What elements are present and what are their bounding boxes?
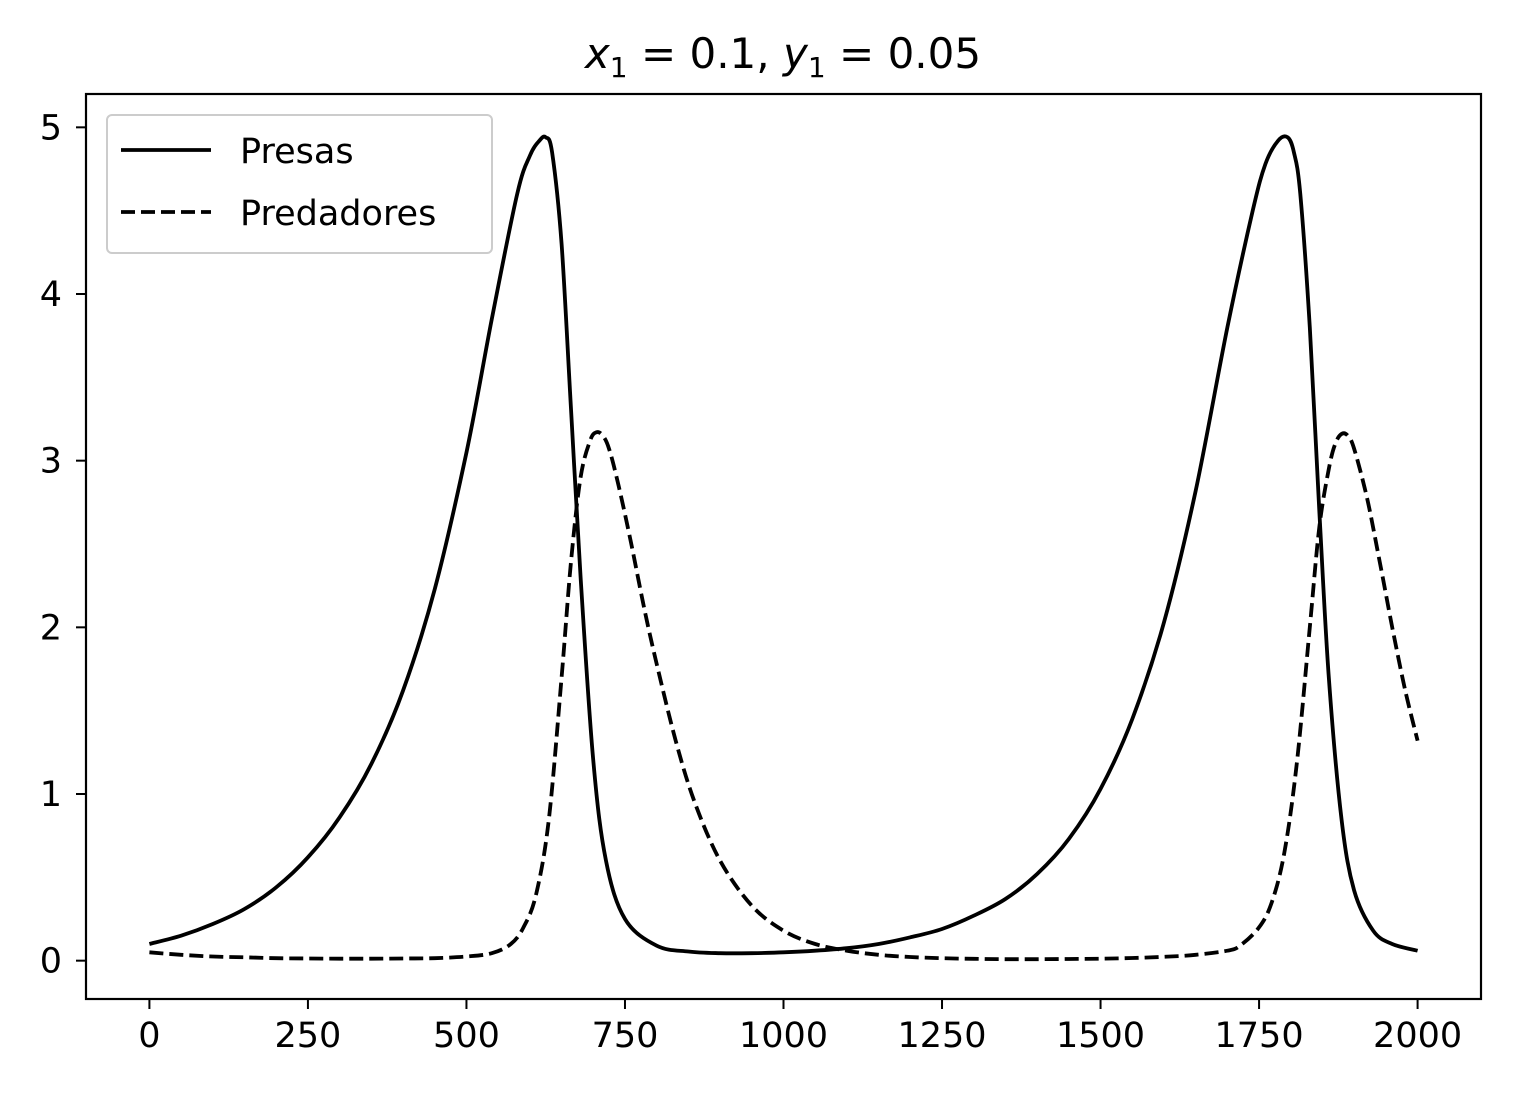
legend: Presas Predadores: [106, 114, 493, 254]
plot-lines: [148, 134, 1420, 962]
title-y-sub: 1: [808, 51, 826, 84]
legend-label-presas: Presas: [240, 132, 354, 172]
x-tick-label: 1750: [1215, 1016, 1304, 1056]
y-axis-ticks: 0 1 2 3 4 5: [40, 108, 86, 982]
title-y-var: y: [781, 29, 809, 78]
x-tick-label: 1000: [739, 1016, 828, 1056]
y-tick-label: 3: [40, 442, 62, 482]
title-x-rest: = 0.1,: [628, 29, 783, 78]
chart-title: x1 = 0.1, y1 = 0.05: [583, 29, 981, 84]
x-tick-label: 250: [275, 1016, 342, 1056]
x-tick-label: 500: [433, 1016, 500, 1056]
x-tick-label: 1500: [1056, 1016, 1145, 1056]
y-tick-label: 0: [40, 942, 62, 982]
y-tick-label: 2: [40, 608, 62, 648]
x-axis-ticks: 0 250 500 750 1000 1250 1500 1750 2000: [138, 999, 1462, 1056]
title-x-sub: 1: [610, 51, 628, 84]
title-y-rest: = 0.05: [826, 29, 981, 78]
y-tick-label: 5: [40, 108, 62, 148]
x-tick-label: 2000: [1373, 1016, 1462, 1056]
x-tick-label: 0: [138, 1016, 160, 1056]
x-tick-label: 750: [592, 1016, 659, 1056]
y-tick-label: 4: [40, 275, 62, 315]
title-x-var: x: [583, 29, 611, 78]
legend-label-predadores: Predadores: [240, 194, 436, 234]
series-line-presas: [148, 134, 1419, 956]
y-tick-label: 1: [40, 775, 62, 815]
x-tick-label: 1250: [897, 1016, 986, 1056]
plot-area-frame: [84, 92, 1483, 1001]
